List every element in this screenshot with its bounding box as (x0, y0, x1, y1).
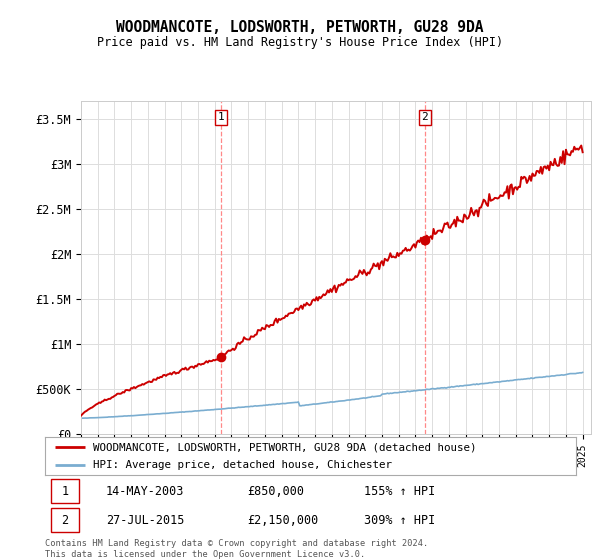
Text: 155% ↑ HPI: 155% ↑ HPI (364, 484, 435, 498)
Text: WOODMANCOTE, LODSWORTH, PETWORTH, GU28 9DA (detached house): WOODMANCOTE, LODSWORTH, PETWORTH, GU28 9… (93, 442, 476, 452)
Text: 1: 1 (62, 484, 69, 498)
Text: WOODMANCOTE, LODSWORTH, PETWORTH, GU28 9DA: WOODMANCOTE, LODSWORTH, PETWORTH, GU28 9… (116, 20, 484, 35)
Text: 2: 2 (422, 113, 428, 123)
Text: HPI: Average price, detached house, Chichester: HPI: Average price, detached house, Chic… (93, 460, 392, 470)
Text: Contains HM Land Registry data © Crown copyright and database right 2024.
This d: Contains HM Land Registry data © Crown c… (45, 539, 428, 559)
FancyBboxPatch shape (52, 479, 79, 503)
Text: £850,000: £850,000 (247, 484, 304, 498)
Text: £2,150,000: £2,150,000 (247, 514, 318, 527)
Text: 1: 1 (218, 113, 224, 123)
Text: Price paid vs. HM Land Registry's House Price Index (HPI): Price paid vs. HM Land Registry's House … (97, 36, 503, 49)
Text: 27-JUL-2015: 27-JUL-2015 (106, 514, 184, 527)
FancyBboxPatch shape (52, 508, 79, 532)
Text: 2: 2 (62, 514, 69, 527)
Text: 14-MAY-2003: 14-MAY-2003 (106, 484, 184, 498)
Text: 309% ↑ HPI: 309% ↑ HPI (364, 514, 435, 527)
